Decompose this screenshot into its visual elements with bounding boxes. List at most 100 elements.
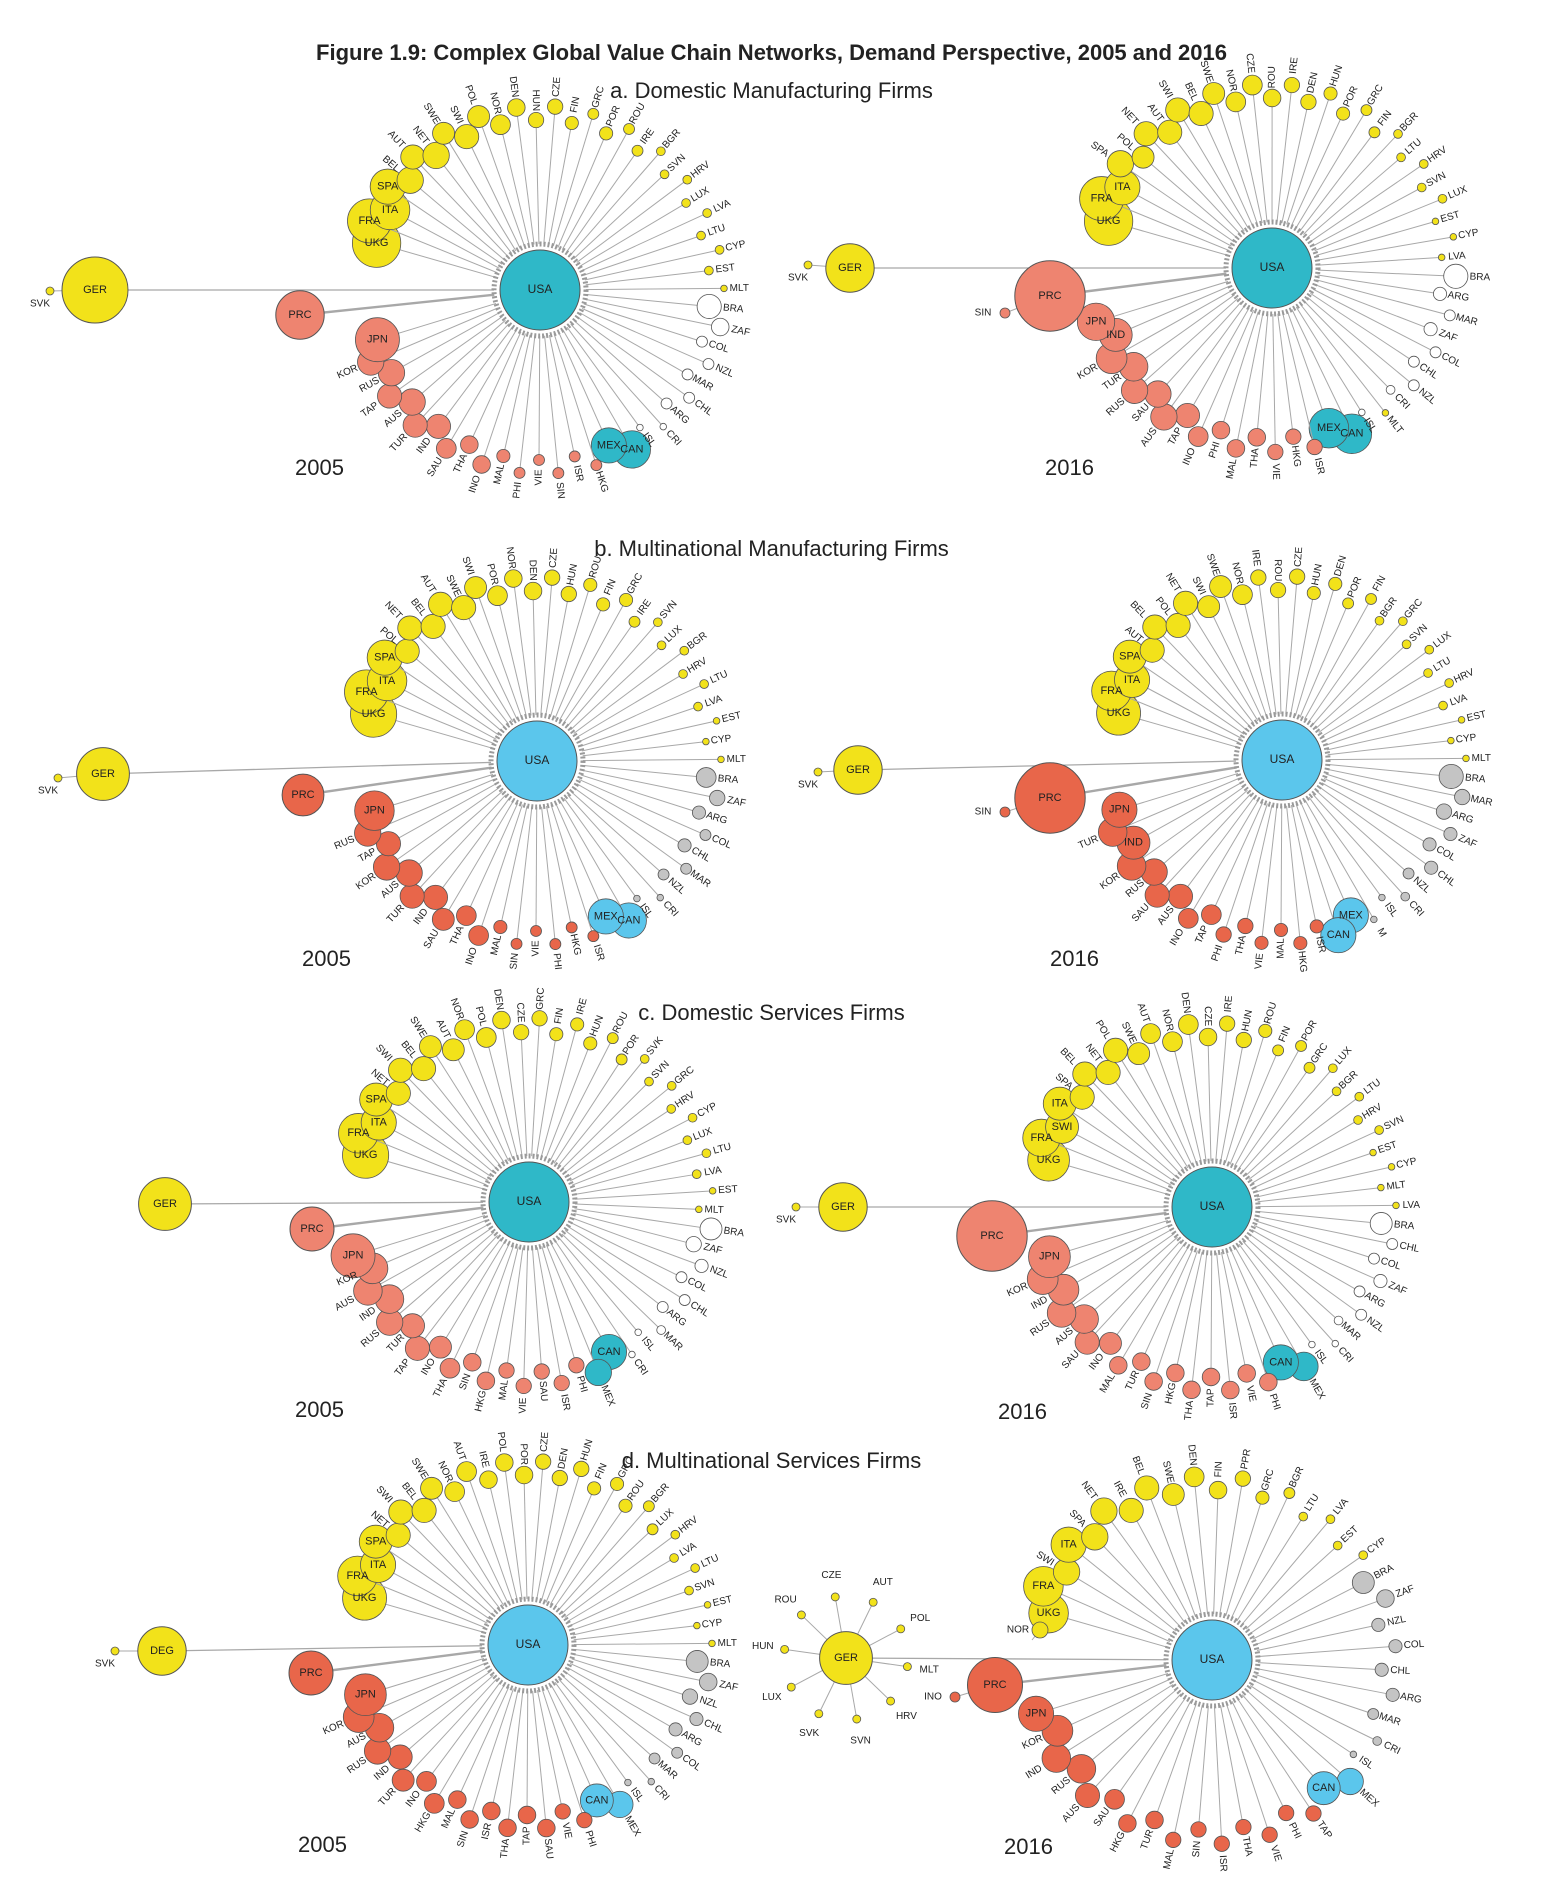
- node-label-rus: RUS: [345, 1755, 369, 1776]
- node-label-nor: NOR: [1229, 561, 1245, 585]
- node-label-mar: MAR: [1339, 1320, 1363, 1343]
- node-label-isl: ISL: [639, 1335, 657, 1354]
- node-phi: [568, 1357, 585, 1374]
- node-label-hkg: HKG: [1163, 1381, 1178, 1405]
- node-nor: [1232, 584, 1253, 605]
- node-label-tur: TUR: [377, 1786, 399, 1809]
- node-m: [1370, 915, 1378, 924]
- node-label-ltu: LTU: [1303, 1492, 1322, 1513]
- node-jpn: [1076, 302, 1116, 341]
- node-jpn: [354, 790, 395, 831]
- node-pol: [1165, 612, 1191, 638]
- link-hub-ger: [845, 1657, 1213, 1661]
- node-label-m: M: [1375, 926, 1389, 939]
- node-chl: [683, 391, 696, 404]
- node-label-mlt: MLT: [1472, 753, 1491, 764]
- node-label-grc: GRC: [616, 1455, 636, 1480]
- node-pol: [1103, 1037, 1129, 1063]
- node-label-ind: IND: [1124, 837, 1143, 849]
- node-label-sin: SIN: [508, 952, 521, 970]
- node-usa: [1171, 1166, 1253, 1248]
- node-label-mar: MAR: [1470, 794, 1494, 809]
- node-ger: [818, 1182, 868, 1232]
- node-bra: [685, 1650, 709, 1673]
- node-label-kor: KOR: [1005, 1281, 1029, 1300]
- node-isr: [553, 1374, 570, 1392]
- node-vie: [533, 454, 545, 466]
- node-label-por: POR: [518, 1443, 530, 1465]
- node-label-mal: MAL: [1162, 1848, 1177, 1871]
- node-label-col: COL: [1379, 1256, 1402, 1273]
- node-sin: [1144, 1372, 1163, 1391]
- node-sau: [533, 1363, 550, 1380]
- node-label-mlt: MLT: [718, 1638, 737, 1649]
- node-tur: [399, 1313, 425, 1339]
- node-label-mlt: MLT: [704, 1204, 724, 1216]
- node-por: [1295, 1040, 1307, 1052]
- node-isr: [1221, 1380, 1240, 1400]
- node-swe: [420, 1476, 443, 1500]
- node-est: [704, 265, 714, 276]
- node-net: [422, 141, 450, 170]
- node-fra: [1023, 1566, 1064, 1607]
- node-label-ltu: LTU: [1432, 655, 1453, 674]
- node-cyp: [687, 1112, 698, 1123]
- node-label-ita: ITA: [1114, 181, 1131, 193]
- node-label-arg: ARG: [668, 404, 692, 427]
- node-fin: [596, 597, 611, 612]
- node-swe: [432, 121, 455, 145]
- node-bgr: [1283, 1487, 1296, 1499]
- node-mar: [656, 1325, 666, 1335]
- node-tap: [517, 1805, 537, 1825]
- node-cze: [544, 569, 561, 586]
- node-prc: [956, 1200, 1028, 1272]
- node-mlt: [720, 284, 728, 293]
- node-zaf: [1376, 1589, 1395, 1608]
- node-swi: [454, 124, 480, 150]
- node-label-svk: SVK: [798, 780, 818, 791]
- node-arg: [1353, 1285, 1366, 1298]
- node-grc: [531, 1010, 548, 1027]
- node-label-rus: RUS: [1050, 1775, 1074, 1797]
- node-ltu: [1396, 152, 1406, 163]
- node-vie: [1267, 443, 1284, 461]
- node-label-usa: USA: [1200, 1652, 1225, 1666]
- node-label-can: CAN: [1269, 1356, 1292, 1368]
- node-label-fra: FRA: [346, 1570, 369, 1582]
- node-label-vie: VIE: [1253, 952, 1266, 970]
- node-isr: [568, 450, 581, 463]
- node-label-ire: IRE: [1111, 1479, 1129, 1499]
- node-bel: [1188, 100, 1214, 126]
- node-tap: [404, 1335, 430, 1361]
- node-label-zaf: ZAF: [730, 324, 751, 339]
- node-sau: [436, 438, 457, 459]
- node-den: [1178, 1014, 1199, 1035]
- node-hun: [1323, 86, 1338, 101]
- node-label-usa: USA: [528, 282, 553, 296]
- network-b-2005: [53, 569, 726, 950]
- node-col: [1368, 1252, 1380, 1265]
- node-label-mal: MAL: [497, 1379, 511, 1401]
- node-zaf: [699, 1672, 718, 1692]
- node-mar: [681, 368, 694, 381]
- node-sau: [537, 1818, 556, 1838]
- node-mex: [1336, 1767, 1364, 1796]
- node-usa: [1241, 719, 1323, 801]
- node-zaf: [1443, 827, 1458, 842]
- node-fin: [1208, 1480, 1228, 1500]
- node-label-can: CAN: [1340, 428, 1363, 440]
- node-label-col: COL: [710, 833, 734, 852]
- node-label-svk: SVK: [95, 1659, 115, 1670]
- node-ino: [429, 1335, 452, 1359]
- node-label-ind: IND: [372, 1763, 392, 1783]
- node-label-bra: BRA: [1464, 772, 1486, 785]
- node-label-den: DEN: [556, 1447, 571, 1470]
- node-label-ukg: UKG: [353, 1592, 377, 1604]
- node-label-tur: TUR: [388, 432, 410, 455]
- node-label-ita: ITA: [371, 1116, 388, 1128]
- node-label-mlt: MLT: [920, 1664, 939, 1675]
- node-est: [1457, 716, 1466, 724]
- node-label-chl: CHL: [692, 398, 715, 419]
- node-label-usa: USA: [1270, 752, 1295, 766]
